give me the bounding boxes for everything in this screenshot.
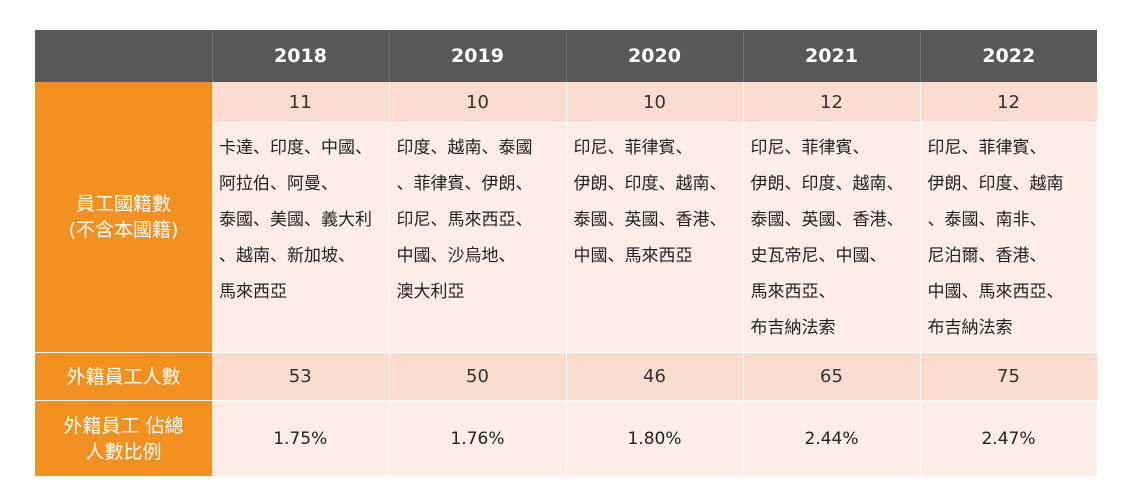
nationality-count-cell: 10 [566, 82, 744, 123]
country-line: 卡達、印度、中國、 [219, 138, 372, 158]
nationality-count-label: 員工國籍數 (不含本國籍) [35, 82, 212, 353]
foreign-staff-table: 2018 2019 2020 2021 2022 員工國籍數 (不含本國籍) 1… [35, 30, 1098, 477]
header-row: 2018 2019 2020 2021 2022 [35, 30, 1097, 82]
foreign-staff-label: 外籍員工人數 [35, 352, 212, 401]
countries-cell: 印尼、菲律賓、 伊朗、印度、越南 、泰國、南非、 尼泊爾、香港、 中國、馬來西亞… [920, 122, 1098, 353]
nationality-count-cell: 10 [389, 82, 567, 123]
foreign-staff-row: 外籍員工人數 53 50 46 65 75 [35, 352, 1098, 401]
year-header: 2021 [743, 30, 921, 82]
foreign-ratio-row: 外籍員工 佔總 人數比例 1.75% 1.76% 1.80% 2.44% 2.4… [35, 400, 1098, 477]
country-line: 馬來西亞、 [750, 282, 836, 302]
country-line: 、越南、新加坡、 [219, 246, 355, 266]
year-header: 2019 [389, 30, 567, 82]
country-line: 布吉納法索 [927, 318, 1013, 338]
country-line: 中國、馬來西亞、 [927, 282, 1064, 302]
label-line: 人數比例 [85, 440, 162, 463]
country-line: 伊朗、印度、越南 [927, 174, 1064, 194]
country-line: 泰國、英國、香港、 [573, 210, 727, 230]
foreign-ratio-cell: 1.80% [566, 400, 744, 477]
nationality-count-cell: 12 [920, 82, 1098, 123]
country-line: 印尼、菲律賓、 [750, 138, 870, 158]
country-line: 史瓦帝尼、中國、 [750, 246, 887, 266]
countries-row: 卡達、印度、中國、 阿拉伯、阿曼、 泰國、美國、義大利 、越南、新加坡、 馬來西… [35, 122, 1098, 353]
countries-cell: 卡達、印度、中國、 阿拉伯、阿曼、 泰國、美國、義大利 、越南、新加坡、 馬來西… [212, 122, 390, 353]
country-line: 泰國、美國、義大利 [219, 210, 372, 230]
foreign-staff-cell: 46 [566, 352, 744, 401]
country-line: 澳大利亞 [396, 282, 465, 302]
country-line: 尼泊爾、香港、 [927, 246, 1047, 266]
header-corner-cell [35, 30, 213, 82]
foreign-ratio-cell: 1.75% [212, 400, 390, 477]
label-line: 員工國籍數 [75, 193, 171, 215]
country-line: 馬來西亞 [219, 282, 287, 302]
country-line: 泰國、英國、香港、 [750, 210, 904, 230]
nationality-count-cell: 12 [743, 82, 921, 123]
year-header: 2020 [566, 30, 744, 82]
country-line: 布吉納法索 [750, 318, 836, 338]
foreign-staff-cell: 50 [389, 352, 567, 401]
country-line: 印尼、菲律賓、 [927, 138, 1047, 158]
countries-cell: 印度、越南、泰國 、菲律賓、伊朗、 印尼、馬來西亞、 中國、沙烏地、 澳大利亞 [389, 122, 567, 353]
country-line: 印度、越南、泰國 [396, 138, 533, 158]
nationality-count-cell: 11 [212, 82, 390, 123]
foreign-ratio-cell: 2.47% [920, 400, 1098, 477]
country-line: 伊朗、印度、越南、 [750, 174, 904, 194]
foreign-staff-cell: 53 [212, 352, 390, 401]
year-header: 2022 [920, 30, 1097, 82]
country-line: 伊朗、印度、越南、 [573, 174, 727, 194]
countries-cell: 印尼、菲律賓、 伊朗、印度、越南、 泰國、英國、香港、 史瓦帝尼、中國、 馬來西… [743, 122, 921, 353]
country-line: 中國、馬來西亞 [573, 246, 693, 266]
country-line: 印尼、菲律賓、 [573, 138, 693, 158]
year-header: 2018 [212, 30, 390, 82]
foreign-ratio-label: 外籍員工 佔總 人數比例 [35, 400, 212, 477]
foreign-ratio-cell: 2.44% [743, 400, 921, 477]
countries-cell: 印尼、菲律賓、 伊朗、印度、越南、 泰國、英國、香港、 中國、馬來西亞 [566, 122, 744, 353]
foreign-staff-cell: 65 [743, 352, 921, 401]
foreign-staff-cell: 75 [920, 352, 1098, 401]
country-line: 印尼、馬來西亞、 [396, 210, 533, 230]
country-line: 阿拉伯、阿曼、 [219, 174, 338, 194]
country-line: 、泰國、南非、 [927, 210, 1047, 230]
label-line: 外籍員工 佔總 [63, 414, 184, 437]
country-line: 、菲律賓、伊朗、 [396, 174, 533, 194]
foreign-ratio-cell: 1.76% [389, 400, 567, 477]
country-line: 中國、沙烏地、 [396, 246, 516, 266]
nationality-count-row: 員工國籍數 (不含本國籍) 11 10 10 12 12 [35, 82, 1098, 353]
label-line: (不含本國籍) [68, 219, 179, 241]
